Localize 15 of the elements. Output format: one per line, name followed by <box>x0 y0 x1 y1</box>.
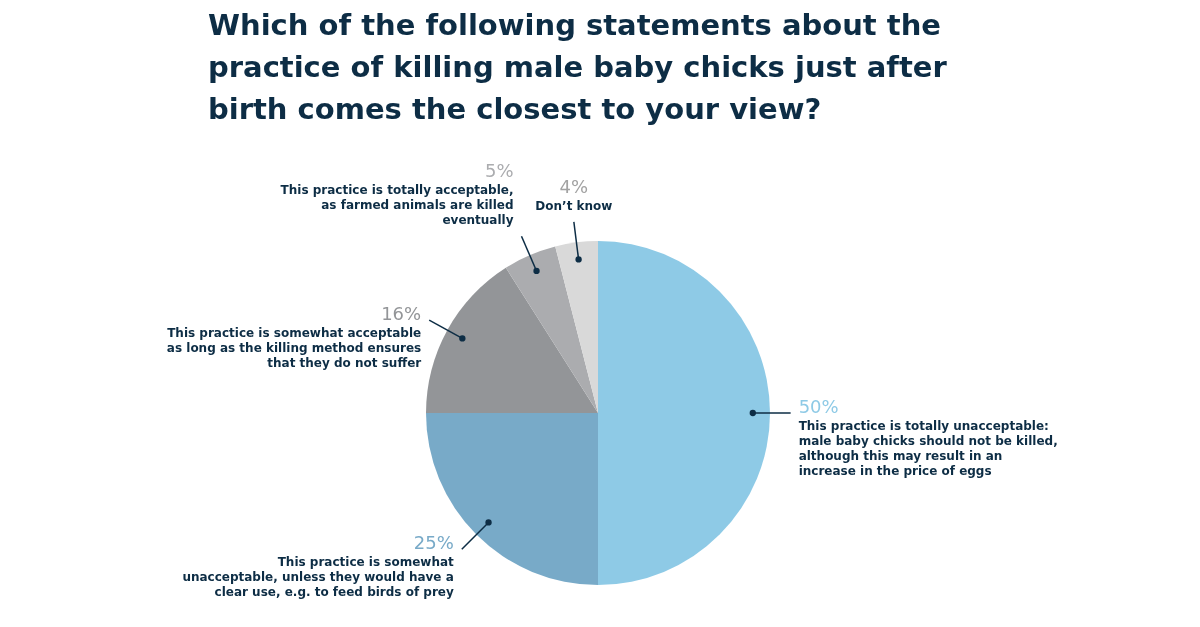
data-label: 50% <box>798 396 839 417</box>
data-label: 16% <box>381 303 422 325</box>
data-label: 25% <box>413 532 454 554</box>
slice-label: This practice is somewhat unacceptable, unless they would have a clear use, e.g. to feed birds of prey <box>182 555 455 600</box>
chart-title: Which of the following statements about the practice of killing male baby chicks just after birth comes the closest to your view? <box>208 8 948 126</box>
slice-label: This practice is totally acceptable, as farmed animals are killed eventually <box>280 183 514 228</box>
pie-slice <box>555 241 598 413</box>
slice-label: Don’t know <box>535 198 613 213</box>
pie-slice <box>426 267 598 413</box>
pie-slice <box>598 241 770 585</box>
data-label: 5% <box>484 160 514 182</box>
data-label: 4% <box>559 175 589 197</box>
pie-slice <box>505 246 598 413</box>
slice-label: This practice is totally unacceptable: male baby chicks should not be killed, although this may result in an increase in the price of eggs <box>798 419 1058 478</box>
slice-label: This practice is somewhat acceptable as long as the killing method ensures that they do not suffer <box>166 326 422 371</box>
